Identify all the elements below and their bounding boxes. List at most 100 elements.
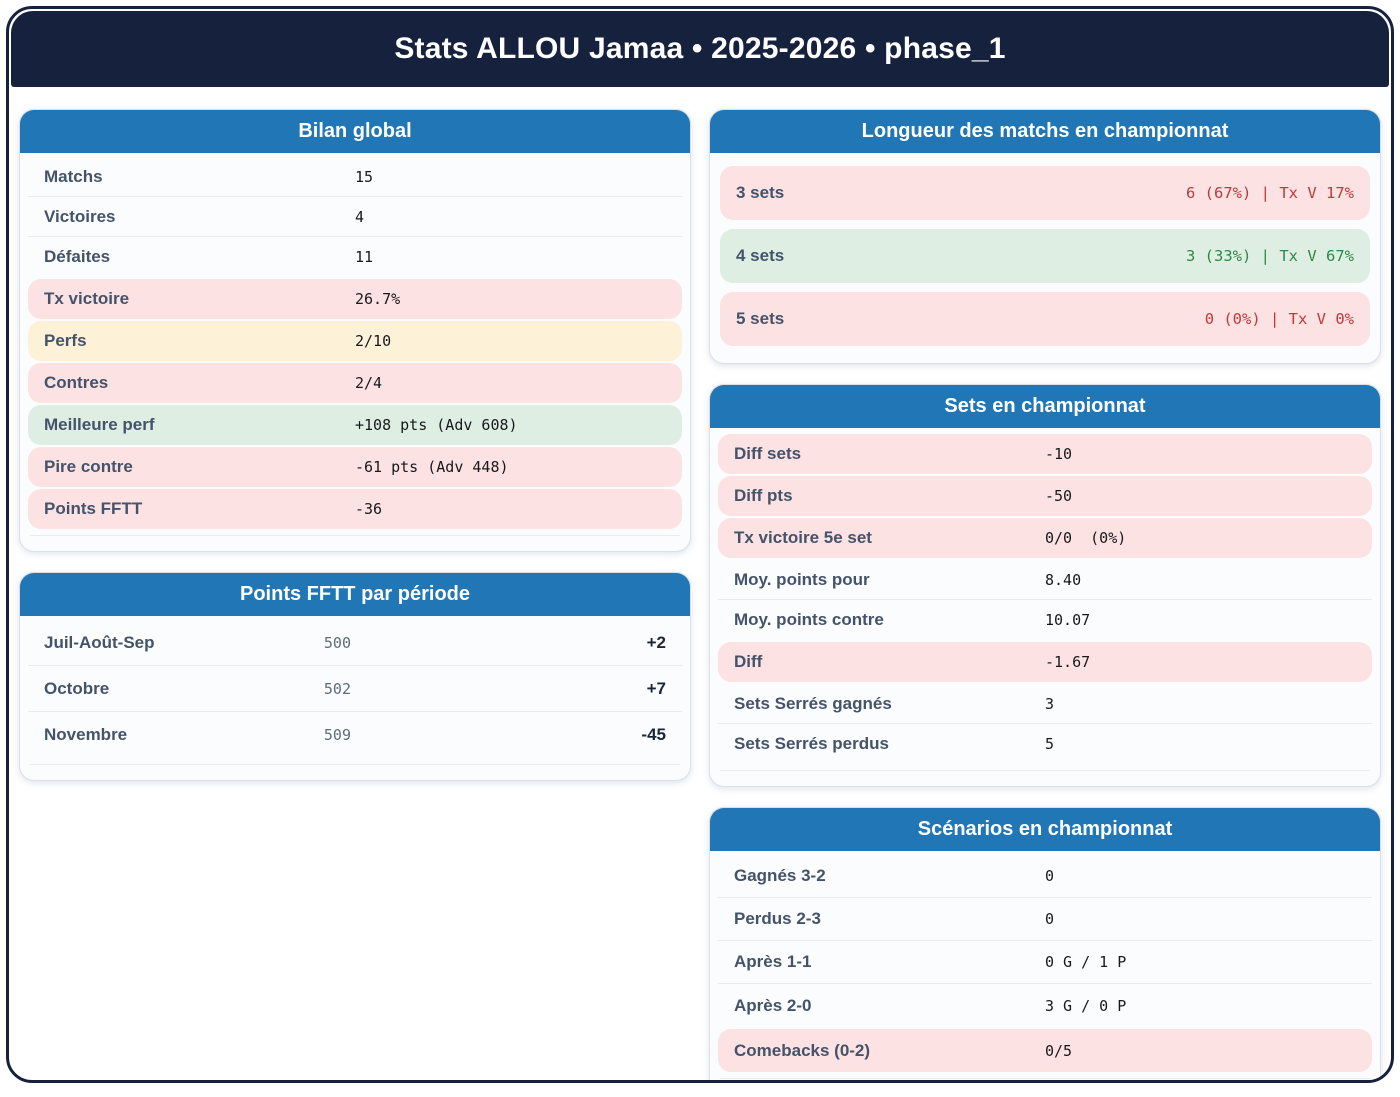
left-column: Bilan global Matchs 15 Victoires 4 Défai… <box>19 109 691 781</box>
period-row-novembre: Novembre 509 -45 <box>28 712 682 758</box>
page-header: Stats ALLOU Jamaa • 2025-2026 • phase_1 <box>11 11 1389 87</box>
sets-row-3sets: 3 sets 6 (67%) | Tx V 17% <box>720 166 1370 220</box>
stat-value: 11 <box>355 248 374 266</box>
card-scenarios: Scénarios en championnat Gagnés 3-2 0 Pe… <box>709 807 1381 1080</box>
stat-label: Perfs <box>44 331 87 350</box>
period-delta: -45 <box>641 725 666 744</box>
stat-label: Victoires <box>44 206 116 226</box>
stat-label: Sets Serrés gagnés <box>734 693 892 713</box>
card-sets-championnat: Sets en championnat Diff sets -10 Diff p… <box>709 384 1381 787</box>
stat-label: Diff sets <box>734 444 802 463</box>
stat-label: Points FFTT <box>44 499 143 518</box>
sets-row-4sets: 4 sets 3 (33%) | Tx V 67% <box>720 229 1370 283</box>
stat-label: Contres <box>44 373 109 392</box>
stat-row-diff-pts: Diff pts -50 <box>718 476 1372 516</box>
stat-value: -50 <box>1045 487 1073 505</box>
content-grid: Bilan global Matchs 15 Victoires 4 Défai… <box>9 89 1391 1080</box>
stat-label: Pire contre <box>44 457 133 476</box>
stat-value: -61 pts (Adv 448) <box>355 458 509 476</box>
stat-label: Défaites <box>44 247 111 266</box>
stat-row-moy-points-pour: Moy. points pour 8.40 <box>718 560 1372 600</box>
card-longueur-matchs: Longueur des matchs en championnat 3 set… <box>709 109 1381 364</box>
divider <box>30 535 680 541</box>
card-title-longueur: Longueur des matchs en championnat <box>710 110 1380 153</box>
stat-row-defaites: Défaites 11 <box>28 237 682 277</box>
stat-label: Meilleure perf <box>44 415 155 434</box>
stat-row-points-fftt: Points FFTT -36 <box>28 489 682 529</box>
stat-label: Tx victoire <box>44 289 130 308</box>
stat-value: 3 <box>1045 694 1055 713</box>
period-delta: +7 <box>646 678 666 698</box>
period-label: Juil-Août-Sep <box>44 632 155 652</box>
stat-label: Diff pts <box>734 486 793 505</box>
stat-rows: Matchs 15 Victoires 4 Défaites 11 Tx vic… <box>20 153 690 529</box>
stat-rows: Gagnés 3-2 0 Perdus 2-3 0 Après 1-1 0 G … <box>710 851 1380 1072</box>
divider <box>720 1078 1370 1080</box>
sets-row-5sets: 5 sets 0 (0%) | Tx V 0% <box>720 292 1370 346</box>
stat-value: 8.40 <box>1045 570 1082 589</box>
divider <box>720 770 1370 776</box>
stat-rows: Juil-Août-Sep 500 +2 Octobre 502 +7 Nove… <box>20 616 690 758</box>
period-row-juil-aout-sep: Juil-Août-Sep 500 +2 <box>28 620 682 666</box>
sets-label: 3 sets <box>736 183 785 202</box>
sets-value: 6 (67%) | Tx V 17% <box>1186 184 1354 202</box>
period-row-octobre: Octobre 502 +7 <box>28 666 682 712</box>
stat-rows: 3 sets 6 (67%) | Tx V 17% 4 sets 3 (33%)… <box>710 153 1380 346</box>
stat-rows: Diff sets -10 Diff pts -50 Tx victoire 5… <box>710 428 1380 764</box>
period-points: 509 <box>323 726 351 744</box>
stat-label: Tx victoire 5e set <box>734 528 872 547</box>
stat-value: 15 <box>355 167 374 186</box>
stat-row-diff: Diff -1.67 <box>718 642 1372 682</box>
stat-label: Diff <box>734 652 763 671</box>
right-column: Longueur des matchs en championnat 3 set… <box>709 109 1381 1080</box>
stat-value: -1.67 <box>1045 653 1091 671</box>
period-label: Novembre <box>44 725 128 744</box>
stat-value: 10.07 <box>1045 611 1091 629</box>
page-title: Stats ALLOU Jamaa • 2025-2026 • phase_1 <box>394 32 1006 65</box>
sets-value: 3 (33%) | Tx V 67% <box>1186 247 1354 265</box>
stat-label: Moy. points contre <box>734 610 884 629</box>
stat-value: 0 <box>1045 910 1055 928</box>
stat-value: 3 G / 0 P <box>1045 996 1127 1015</box>
stat-row-tx-5e-set: Tx victoire 5e set 0/0 (0%) <box>718 518 1372 558</box>
card-title-points-periode: Points FFTT par période <box>20 573 690 616</box>
stat-value: 2/10 <box>355 332 392 350</box>
stat-value: 0 G / 1 P <box>1045 953 1127 971</box>
stat-value: 0/5 <box>1045 1041 1073 1060</box>
stat-value: -10 <box>1045 445 1073 463</box>
card-bilan-global: Bilan global Matchs 15 Victoires 4 Défai… <box>19 109 691 552</box>
stat-row-pire-contre: Pire contre -61 pts (Adv 448) <box>28 447 682 487</box>
card-title-bilan: Bilan global <box>20 110 690 153</box>
sets-label: 4 sets <box>736 246 785 265</box>
stat-row-apres-1-1: Après 1-1 0 G / 1 P <box>718 941 1372 984</box>
stat-value: 4 <box>355 207 365 226</box>
stat-value: +108 pts (Adv 608) <box>355 416 518 434</box>
stat-label: Sets Serrés perdus <box>734 734 889 753</box>
page-frame: Stats ALLOU Jamaa • 2025-2026 • phase_1 … <box>6 6 1394 1083</box>
period-points: 500 <box>323 633 351 652</box>
stat-label: Gagnés 3-2 <box>734 866 826 885</box>
period-points: 502 <box>323 679 351 698</box>
sets-value: 0 (0%) | Tx V 0% <box>1204 310 1354 328</box>
stat-row-contres: Contres 2/4 <box>28 363 682 403</box>
stat-row-perfs: Perfs 2/10 <box>28 321 682 361</box>
stat-value: 5 <box>1045 735 1055 753</box>
stat-value: 2/4 <box>355 374 383 392</box>
period-delta: +2 <box>646 632 666 652</box>
stat-row-sets-serres-perdus: Sets Serrés perdus 5 <box>718 724 1372 764</box>
stat-label: Après 1-1 <box>734 952 812 971</box>
stat-row-gagnes-3-2: Gagnés 3-2 0 <box>718 855 1372 898</box>
stat-row-matchs: Matchs 15 <box>28 157 682 197</box>
card-title-scenarios: Scénarios en championnat <box>710 808 1380 851</box>
stat-label: Après 2-0 <box>734 995 812 1015</box>
stat-label: Moy. points pour <box>734 569 870 589</box>
stat-row-moy-points-contre: Moy. points contre 10.07 <box>718 600 1372 640</box>
stat-row-sets-serres-gagnes: Sets Serrés gagnés 3 <box>718 684 1372 724</box>
stat-row-diff-sets: Diff sets -10 <box>718 434 1372 474</box>
stat-label: Comebacks (0-2) <box>734 1040 871 1060</box>
card-title-sets: Sets en championnat <box>710 385 1380 428</box>
divider <box>30 764 680 770</box>
stat-row-meilleure-perf: Meilleure perf +108 pts (Adv 608) <box>28 405 682 445</box>
stat-label: Matchs <box>44 166 103 186</box>
stat-value: 0/0 (0%) <box>1045 529 1127 547</box>
